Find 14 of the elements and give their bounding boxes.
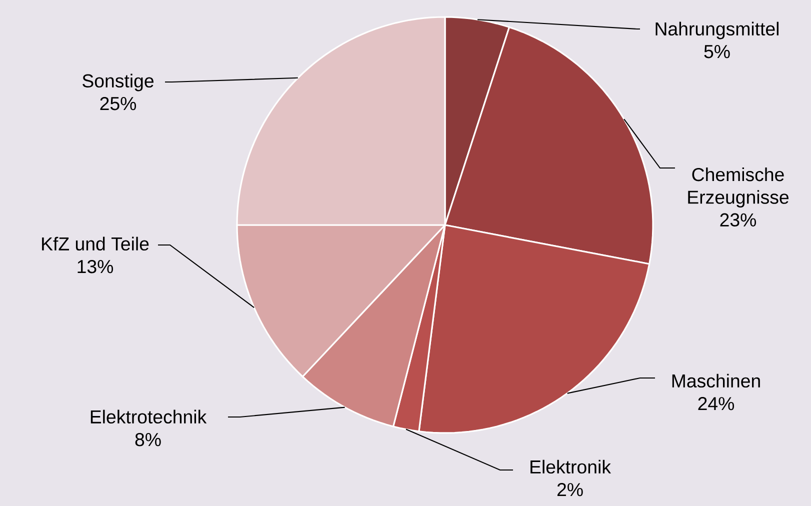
slice-label: KfZ und Teile	[42, 236, 149, 251]
data-label: 13%	[78, 260, 114, 274]
data-label: 5%	[704, 45, 730, 58]
slice-label: Nahrungsmittel	[656, 22, 779, 40]
slice-label: Elektrotechnik	[90, 410, 207, 424]
data-label: 24%	[698, 396, 734, 410]
slice-label: Sonstige	[82, 74, 154, 92]
data-label: 25%	[100, 96, 136, 110]
data-label: 8%	[135, 432, 161, 446]
slice-label: Chemische Erzeugnisse	[688, 167, 789, 208]
data-label: 2%	[557, 482, 583, 496]
slice-label: Maschinen	[672, 374, 760, 388]
data-label: 23%	[720, 213, 756, 227]
slice-label: Elektronik	[530, 460, 612, 474]
